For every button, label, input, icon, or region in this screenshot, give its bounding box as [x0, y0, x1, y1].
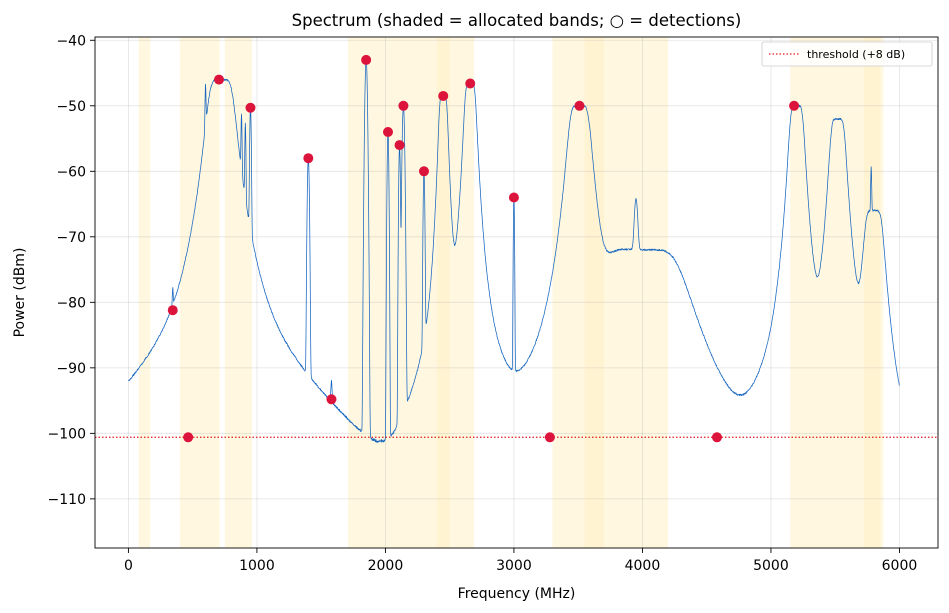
x-tick-label: 3000	[496, 558, 532, 574]
detection-marker	[418, 166, 429, 177]
detection-marker	[214, 74, 225, 85]
detection-marker	[544, 432, 555, 443]
legend-box	[761, 41, 933, 67]
detection-marker	[382, 126, 393, 137]
y-tick-label: −80	[56, 295, 86, 311]
y-tick-label: −40	[56, 33, 86, 49]
x-axis-label: Frequency (MHz)	[458, 586, 576, 602]
grid-lines	[95, 37, 938, 548]
y-tick-label: −50	[56, 99, 86, 115]
allocated-band	[224, 37, 252, 548]
y-axis-ticks: −110 −100 −90 −80 −70 −60 −50 −40	[48, 33, 95, 508]
allocated-band	[138, 37, 151, 548]
legend: threshold (+8 dB)	[761, 41, 933, 67]
allocated-band	[348, 37, 475, 548]
detection-marker	[789, 100, 800, 111]
y-tick-label: −90	[56, 361, 86, 377]
allocated-band	[584, 37, 604, 548]
detection-marker	[361, 54, 372, 65]
y-tick-label: −70	[56, 230, 86, 246]
detection-marker	[183, 432, 194, 443]
x-tick-label: 4000	[625, 558, 661, 574]
detection-markers	[167, 54, 800, 443]
x-tick-label: 0	[124, 558, 133, 574]
x-tick-label: 2000	[368, 558, 404, 574]
detection-marker	[245, 102, 256, 113]
detection-marker	[508, 192, 519, 203]
plot-frame	[94, 36, 939, 549]
y-tick-label: −100	[48, 426, 86, 442]
detection-marker	[394, 140, 405, 151]
x-tick-label: 6000	[882, 558, 918, 574]
detection-marker	[711, 432, 722, 443]
detection-marker	[398, 100, 409, 111]
detection-marker	[167, 305, 178, 316]
x-tick-label: 1000	[239, 558, 275, 574]
y-tick-label: −110	[48, 492, 86, 508]
detection-marker	[326, 394, 337, 405]
allocated-band	[552, 37, 669, 548]
allocated-bands	[138, 37, 884, 548]
legend-threshold-label: threshold (+8 dB)	[807, 48, 905, 61]
detection-marker	[438, 90, 449, 101]
y-axis-label: Power (dBm)	[12, 248, 28, 338]
allocated-band	[436, 37, 450, 548]
x-axis-ticks: 0 1000 2000 3000 4000 5000 6000	[124, 548, 917, 574]
detection-marker	[574, 100, 585, 111]
y-tick-label: −60	[56, 164, 86, 180]
chart-title: Spectrum (shaded = allocated bands; ○ = …	[292, 11, 742, 30]
x-tick-label: 5000	[753, 558, 789, 574]
detection-marker	[303, 153, 314, 164]
detection-marker	[465, 78, 476, 89]
allocated-band	[179, 37, 220, 548]
allocated-band	[864, 37, 884, 548]
